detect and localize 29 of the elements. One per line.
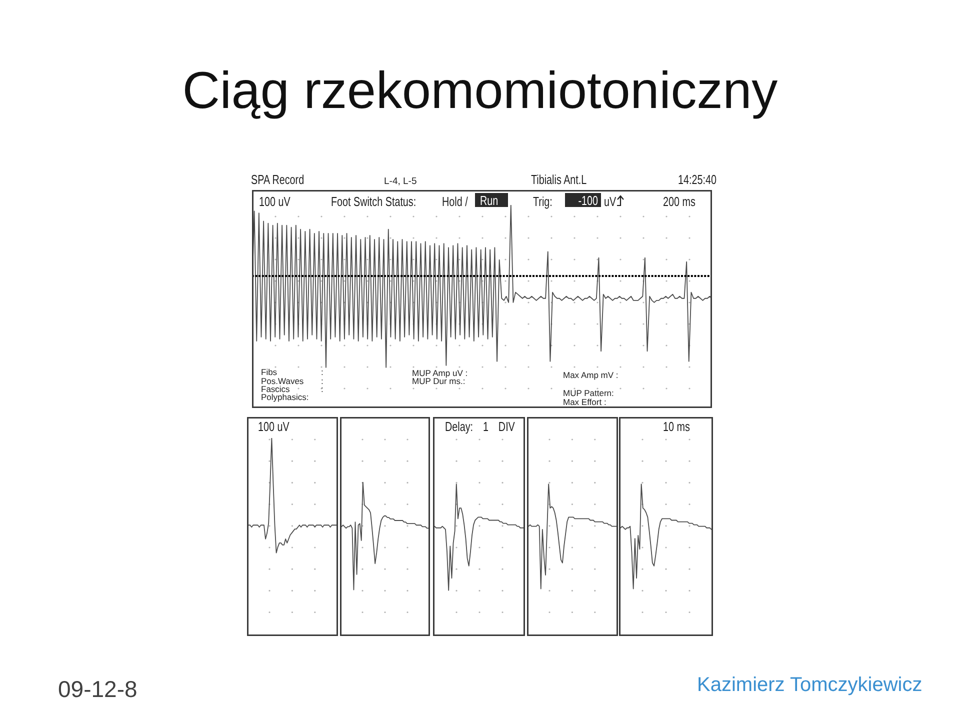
annotation: Polyphasics: [261, 392, 309, 402]
annotation: Pos.Waves [261, 376, 304, 386]
text: 10 ms [663, 418, 690, 434]
text: L-4, L-5 [384, 176, 417, 187]
annotation: -100 [578, 192, 598, 208]
annotation: Max Amp mV : [563, 370, 618, 380]
annotation: : [321, 384, 324, 394]
annotation: MUP Pattern: [563, 388, 614, 398]
annotation: : [321, 376, 324, 386]
annotation: Trig: [533, 194, 552, 209]
text: Tibialis Ant.L [531, 172, 587, 186]
text: Delay: 1 DIV [445, 418, 515, 434]
annotation: Fascics [261, 384, 290, 394]
text: Kazimierz Tomczykiewicz [697, 674, 922, 696]
annotation: Hold / [442, 194, 468, 209]
annotation: MUP Amp uV : [412, 368, 468, 378]
text: SPA Record [251, 172, 304, 186]
annotation: : [321, 367, 324, 377]
text: 14:25:40 [678, 172, 716, 187]
annotation: 100 uV [259, 194, 290, 209]
annotation: 200 ms [663, 194, 696, 209]
annotation: Run [480, 192, 498, 208]
annotation: Max Effort : [563, 396, 606, 406]
text: 09-12-8 [58, 676, 138, 702]
chart-title: Ciąg rzekomomiotoniczny [182, 62, 778, 122]
text: 100 uV [258, 419, 290, 434]
annotation: Foot Switch Status: [331, 194, 416, 209]
annotation: uV [604, 194, 616, 209]
annotation: Fibs [261, 367, 278, 377]
